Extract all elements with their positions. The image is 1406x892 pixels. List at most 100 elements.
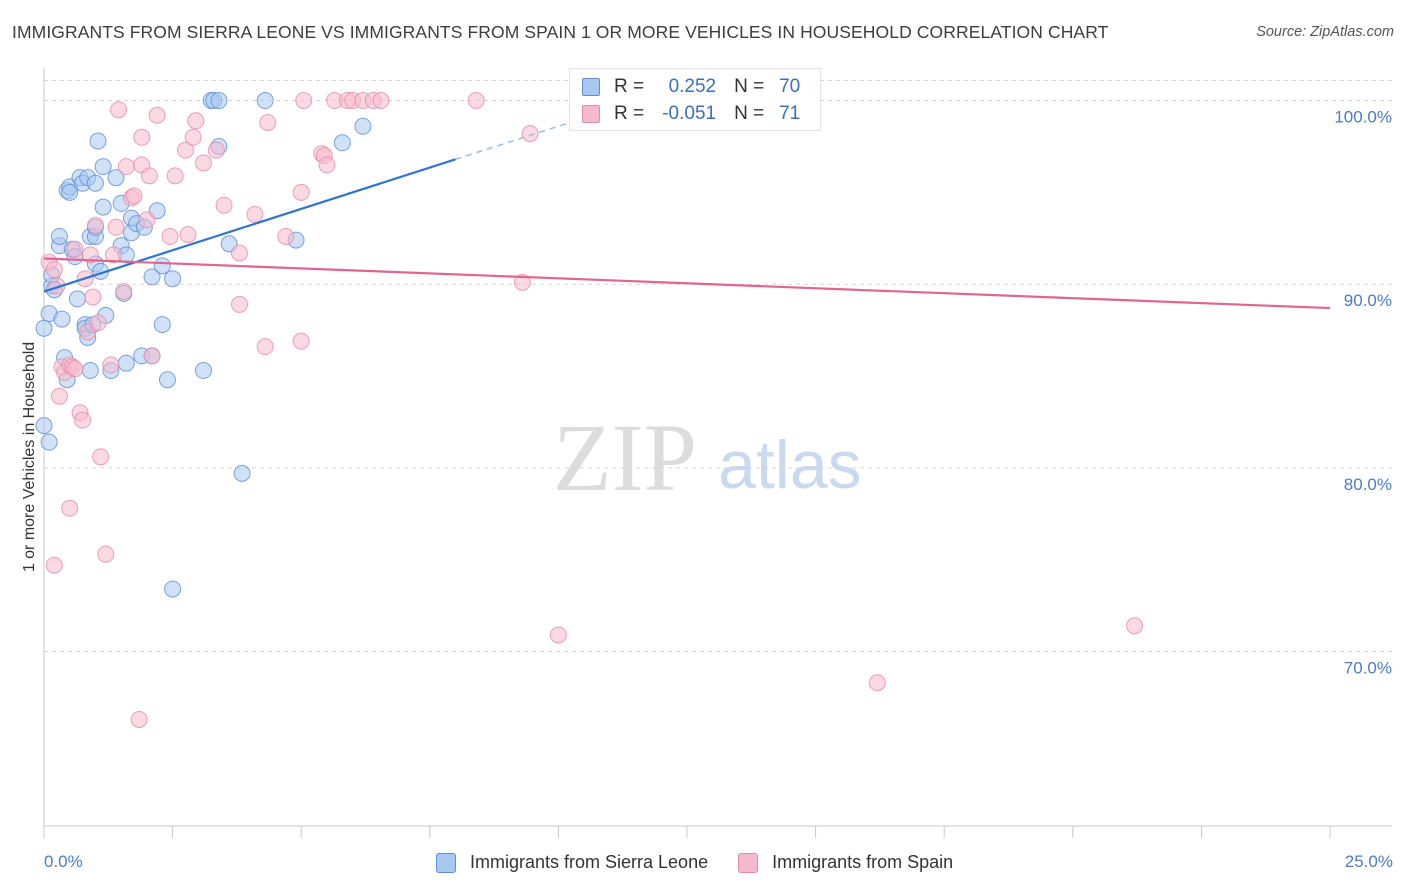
spain-point — [45, 556, 63, 574]
spain-point — [176, 141, 194, 159]
spain-point — [513, 273, 531, 291]
legend-n-label: N = — [734, 76, 765, 97]
spain-point — [166, 167, 184, 185]
sierra-leone-point — [68, 290, 86, 308]
spain-point — [117, 158, 135, 176]
spain-point — [868, 674, 886, 692]
spain-point — [50, 387, 68, 405]
sierra-leone-point — [94, 158, 112, 176]
spain-point — [277, 227, 295, 245]
sierra-leone-point — [89, 132, 107, 150]
sierra-leone-point — [50, 227, 68, 245]
series-swatch-pink — [738, 852, 759, 873]
spain-point — [148, 106, 166, 124]
spain-point — [66, 240, 84, 258]
spain-point — [107, 218, 125, 236]
sierra-leone-point — [35, 417, 53, 435]
spain-point — [467, 92, 485, 110]
spain-point — [187, 112, 205, 130]
legend-n-value: 71 — [779, 103, 801, 124]
spain-point — [372, 92, 390, 110]
spain-point — [292, 332, 310, 350]
spain-point — [125, 187, 143, 205]
spain-point — [215, 196, 233, 214]
stats-legend: R = 0.252 N = 70 R = -0.051 N = 71 — [569, 68, 821, 131]
sierra-leone-point — [256, 92, 274, 110]
y-tick-label: 90.0% — [1344, 291, 1392, 310]
spain-point — [86, 216, 104, 234]
spain-point — [84, 288, 102, 306]
spain-point — [230, 244, 248, 262]
spain-point — [102, 356, 120, 374]
sierra-leone-point — [233, 464, 251, 482]
series-name: Immigrants from Sierra Leone — [470, 852, 709, 872]
sierra-leone-point — [153, 316, 171, 334]
sierra-leone-point — [333, 134, 351, 152]
sierra-leone-point — [194, 362, 212, 380]
spain-point — [143, 347, 161, 365]
y-tick-label: 70.0% — [1344, 659, 1392, 678]
sierra-leone-point — [153, 257, 171, 275]
x-tick-label-min: 0.0% — [44, 852, 83, 871]
chart-title: IMMIGRANTS FROM SIERRA LEONE VS IMMIGRAN… — [12, 22, 1109, 42]
sierra-leone-point — [143, 268, 161, 286]
spain-point — [184, 128, 202, 146]
sierra-leone-point — [210, 92, 228, 110]
spain-point — [140, 167, 158, 185]
spain-point — [130, 710, 148, 728]
spain-point — [295, 92, 313, 110]
spain-point — [110, 101, 128, 119]
spain-point — [259, 114, 277, 132]
sierra-leone-point — [354, 117, 372, 135]
spain-point — [61, 499, 79, 517]
series-legend-item-spain: Immigrants from Spain — [738, 852, 953, 873]
legend-swatch-pink — [582, 105, 600, 123]
spain-point — [207, 141, 225, 159]
watermark: ZIP atlas — [553, 404, 862, 511]
spain-point — [292, 183, 310, 201]
sierra-leone-point — [53, 310, 71, 328]
series-name: Immigrants from Spain — [772, 852, 954, 872]
spain-point — [230, 295, 248, 313]
spain-point — [74, 411, 92, 429]
spain-point — [89, 314, 107, 332]
spain-point — [48, 277, 66, 295]
source-label: Source: ZipAtlas.com — [1256, 24, 1394, 40]
sierra-leone-point — [94, 198, 112, 216]
data-points — [35, 92, 1144, 728]
watermark-zip: ZIP — [553, 404, 697, 511]
legend-swatch-blue — [582, 78, 600, 96]
spain-point — [115, 283, 133, 301]
sierra-leone-point — [81, 362, 99, 380]
sierra-leone-point — [86, 174, 104, 192]
spain-point — [246, 205, 264, 223]
spain-point — [81, 246, 99, 264]
legend-row-sierra-leone: R = 0.252 N = 70 — [582, 75, 800, 99]
spain-point — [521, 125, 539, 143]
spain-point — [97, 545, 115, 563]
spain-trend-line — [43, 257, 1331, 310]
sierra-leone-point — [35, 319, 53, 337]
series-swatch-blue — [436, 852, 456, 873]
spain-point — [161, 227, 179, 245]
legend-r-value: -0.051 — [662, 103, 717, 124]
y-axis-label: 1 or more Vehicles in Household — [21, 341, 38, 573]
legend-n-value: 70 — [779, 76, 801, 97]
spain-point — [318, 156, 336, 174]
sierra-leone-point — [164, 580, 182, 598]
y-tick-label: 100.0% — [1334, 108, 1392, 127]
spain-point — [549, 626, 567, 644]
x-tick-label-max: 25.0% — [1344, 852, 1393, 871]
y-tick-labels: 70.0% 80.0% 90.0% 100.0% — [1334, 108, 1392, 678]
legend-r-label: R = — [614, 76, 645, 97]
sierra-leone-point — [107, 169, 125, 187]
spain-point — [194, 154, 212, 172]
grid-lines — [44, 80, 1392, 653]
legend-r-value: 0.252 — [668, 76, 717, 97]
sierra-leone-point — [164, 270, 182, 288]
spain-point — [92, 448, 110, 466]
series-legend-item-sierra-leone: Immigrants from Sierra Leone — [436, 852, 708, 873]
spain-point — [179, 226, 197, 244]
series-legend: Immigrants from Sierra Leone Immigrants … — [436, 852, 983, 873]
